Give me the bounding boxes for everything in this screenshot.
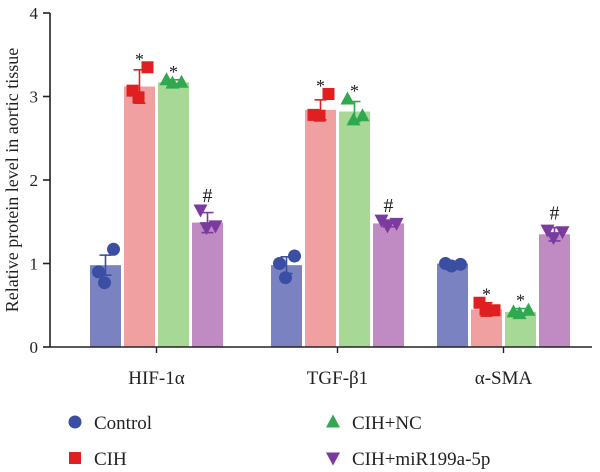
data-point: [193, 204, 208, 218]
legend-marker: [326, 414, 340, 428]
y-tick-label: 4: [30, 4, 39, 23]
data-point: [199, 222, 214, 236]
data-point: [92, 265, 105, 279]
data-point: [346, 112, 361, 126]
tick-labels: 0 1 2 3 4 HIF-1α TGF-β1 α-SMA: [30, 4, 533, 389]
data-point: [540, 224, 555, 238]
bar: [437, 263, 468, 347]
legend-label: CIH+NC: [352, 413, 422, 434]
bar: [373, 223, 404, 347]
bar: [124, 86, 155, 347]
data-point: [479, 303, 492, 316]
bar: [192, 222, 223, 347]
data-point: [322, 87, 335, 100]
data-point: [288, 249, 301, 263]
data-point: [107, 242, 120, 256]
data-point: [141, 61, 154, 74]
bar: [339, 111, 370, 347]
axes: Relative protein level in aortic tissue: [2, 13, 592, 348]
significance-label: *: [316, 76, 325, 96]
y-tick-label: 2: [30, 171, 39, 190]
data-point: [132, 91, 145, 104]
data-point: [521, 302, 536, 316]
y-tick-label: 1: [30, 255, 39, 274]
plot-area: * * # * * # * * #: [90, 49, 570, 348]
bar: [305, 109, 336, 347]
data-point: [273, 257, 286, 270]
data-point: [174, 74, 189, 88]
data-point: [546, 232, 561, 246]
bar: [158, 82, 189, 348]
data-point: [355, 108, 370, 122]
significance-label: #: [550, 203, 560, 225]
legend-label: CIH: [94, 449, 127, 470]
x-tick-label: TGF-β1: [307, 368, 368, 389]
significance-label: *: [135, 49, 144, 69]
data-point: [380, 220, 395, 234]
legend-marker: [326, 452, 340, 466]
y-axis-label: Relative protein level in aortic tissue: [2, 48, 22, 312]
significance-label: #: [384, 195, 394, 217]
legend-label: CIH+miR199a-5p: [352, 449, 490, 470]
legend-marker: [68, 415, 82, 429]
legend: Control CIH CIH+NC CIH+miR199a-5p: [68, 413, 490, 470]
legend-marker: [69, 452, 81, 464]
data-point: [555, 226, 570, 240]
x-tick-label: HIF-1α: [128, 368, 184, 389]
data-point: [445, 259, 458, 273]
significance-label: #: [203, 185, 213, 207]
significance-label: *: [482, 285, 491, 305]
data-point: [165, 75, 180, 89]
x-tick-label: α-SMA: [475, 368, 533, 389]
data-point: [98, 276, 111, 290]
data-point: [340, 91, 355, 105]
y-tick-label: 3: [30, 88, 39, 107]
legend-label: Control: [94, 413, 152, 434]
significance-label: *: [516, 291, 525, 311]
significance-label: *: [350, 81, 359, 101]
significance-label: *: [169, 62, 178, 82]
bar: [539, 234, 570, 347]
data-point: [313, 109, 326, 122]
y-tick-label: 0: [30, 338, 39, 357]
data-point: [512, 306, 527, 320]
data-point: [279, 271, 292, 285]
